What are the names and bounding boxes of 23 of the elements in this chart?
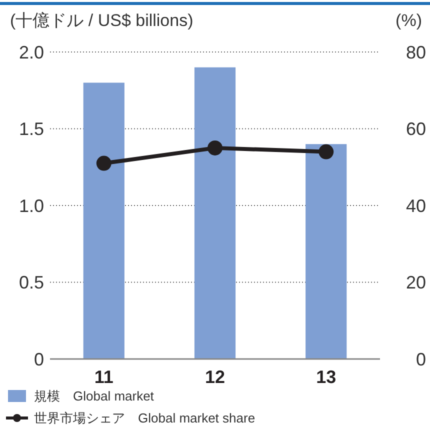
x-tick-label: 12: [204, 367, 226, 387]
x-tick-label: 11: [94, 367, 114, 387]
y2-tick-label: 0: [416, 349, 426, 370]
y2-tick-label: 20: [406, 272, 426, 293]
y2-tick-label: 60: [406, 119, 426, 140]
y-tick-label: 0.5: [18, 272, 44, 293]
y2-tick-label: 40: [406, 196, 426, 216]
point: [318, 144, 334, 160]
legend-label: 世界市場シェア Global market share: [34, 410, 256, 426]
y-tick-label: 1.0: [18, 196, 44, 216]
legend-label: 規模 Global market: [34, 388, 154, 404]
x-tick-label: 13: [316, 367, 336, 387]
bar: [194, 67, 236, 359]
y2-tick-label: 80: [406, 42, 426, 62]
y2-axis-title: (%): [396, 11, 422, 30]
y-tick-label: 1.5: [18, 119, 44, 140]
bar: [83, 82, 124, 359]
bar: [306, 144, 347, 359]
y-tick-label: 2.0: [18, 42, 44, 62]
y-axis-title: (十億ドル / US$ billions): [10, 11, 194, 30]
point: [208, 140, 222, 156]
y-tick-label: 0: [34, 349, 44, 370]
point: [96, 156, 112, 171]
